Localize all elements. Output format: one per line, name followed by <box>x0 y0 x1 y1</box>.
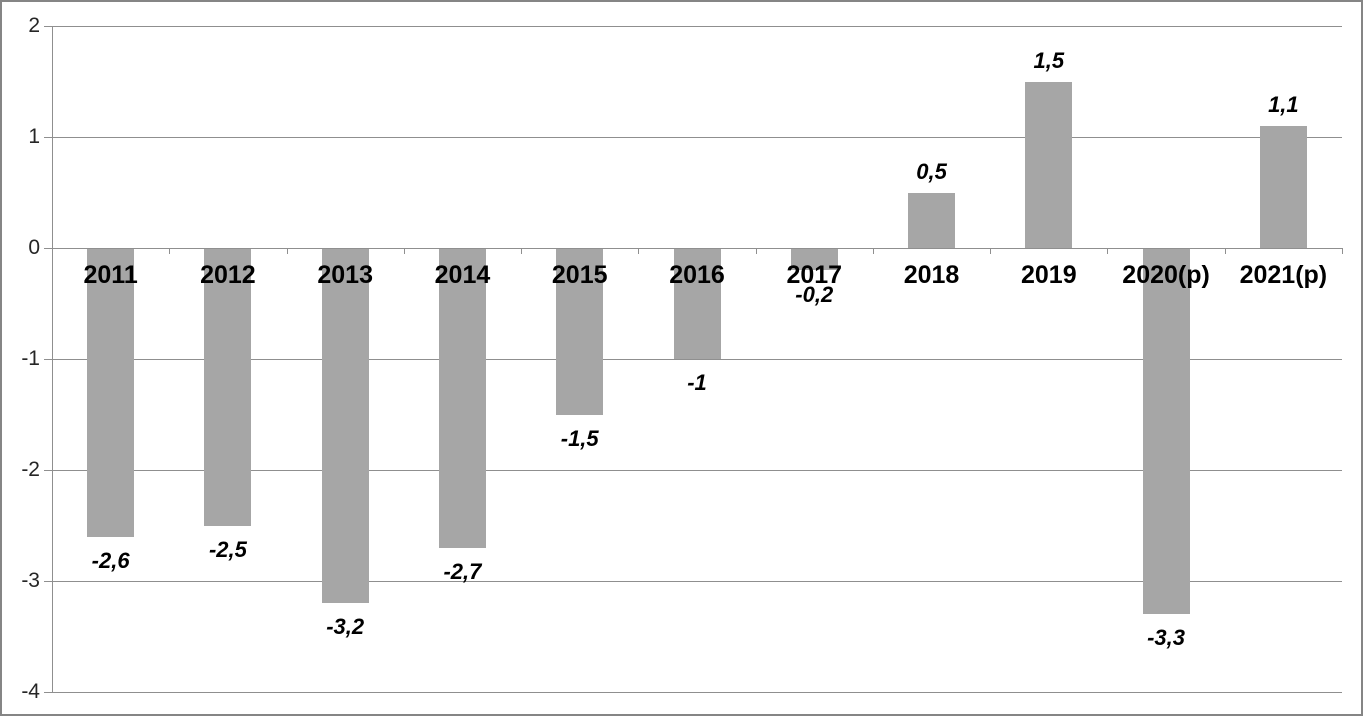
category-label-2012: 2012 <box>200 261 256 289</box>
x-axis-tick <box>403 248 405 254</box>
value-label-2017: -0,2 <box>795 282 834 307</box>
y-axis-line <box>52 26 53 692</box>
y-axis-tick-label: -3 <box>21 569 40 592</box>
bar-2017 <box>790 249 838 271</box>
category-label-2014: 2014 <box>434 261 491 289</box>
y-axis-tick <box>44 359 53 360</box>
y-axis-tick <box>44 137 53 138</box>
category-label-2021p: 2021(p) <box>1239 261 1328 289</box>
category-label-2015: 2015 <box>551 261 608 289</box>
gridline-y-1 <box>52 137 1342 138</box>
category-label-2020p: 2020(p) <box>1122 261 1210 289</box>
bar-2015 <box>556 249 604 415</box>
y-axis-tick-label: -1 <box>21 347 40 370</box>
x-axis-tick <box>1342 248 1343 254</box>
category-label-2017: 2017 <box>786 261 843 289</box>
x-axis-tick <box>872 248 874 254</box>
category-label-2011: 2011 <box>83 261 138 289</box>
value-label-2021p: 1,1 <box>1268 91 1299 117</box>
y-axis-tick <box>44 248 53 249</box>
x-axis-tick <box>1224 248 1226 254</box>
x-axis-tick <box>990 248 992 254</box>
gridline-y--2 <box>52 470 1342 471</box>
bar-2021p <box>1259 125 1307 248</box>
bar-2013 <box>321 249 369 604</box>
value-label-2019: 1,5 <box>1033 47 1065 73</box>
bar-2016 <box>673 249 721 359</box>
x-axis-tick <box>169 248 171 254</box>
value-label-2018: 0,5 <box>916 158 947 184</box>
gridline-y-2 <box>52 26 1342 27</box>
bar-2020p <box>1142 249 1190 615</box>
category-label-2019: 2019 <box>1021 261 1077 289</box>
value-label-2015: -1,5 <box>560 425 599 451</box>
value-label-2014: -2,7 <box>443 558 482 584</box>
gridline-y--3 <box>52 581 1342 582</box>
category-label-2016: 2016 <box>669 261 725 289</box>
x-axis-tick <box>755 248 757 254</box>
bar-2018 <box>908 192 956 248</box>
bar-2014 <box>438 249 486 548</box>
bar-2019 <box>1025 81 1073 248</box>
y-axis-tick-label: 2 <box>28 14 40 37</box>
value-label-2020p: -3,3 <box>1147 625 1186 651</box>
x-axis-tick <box>286 248 288 254</box>
gridline-y--1 <box>52 359 1342 360</box>
value-label-2011: -2,6 <box>91 547 130 573</box>
value-label-2013: -3,2 <box>326 614 365 640</box>
value-label-2016: -1 <box>687 370 707 395</box>
x-axis-tick <box>1107 248 1109 254</box>
y-axis-tick <box>44 692 53 693</box>
y-axis-tick-label: 1 <box>28 125 40 148</box>
y-axis-tick <box>44 470 53 471</box>
value-label-2012: -2,5 <box>208 536 247 562</box>
x-axis-tick <box>638 248 640 254</box>
bar-2012 <box>204 249 252 526</box>
y-axis-tick-label: -2 <box>21 458 40 481</box>
y-axis-tick <box>44 581 53 582</box>
y-axis-tick <box>44 26 53 27</box>
x-axis-tick <box>521 248 523 254</box>
gridline-y--4 <box>52 692 1342 693</box>
gridline-y-0 <box>52 248 1342 249</box>
y-axis-tick-label: -4 <box>21 680 40 703</box>
x-axis-tick <box>52 248 53 254</box>
category-label-2018: 2018 <box>903 261 960 289</box>
category-label-2013: 2013 <box>317 261 373 289</box>
bar-2011 <box>87 249 135 537</box>
y-axis-tick-label: 0 <box>28 236 40 259</box>
